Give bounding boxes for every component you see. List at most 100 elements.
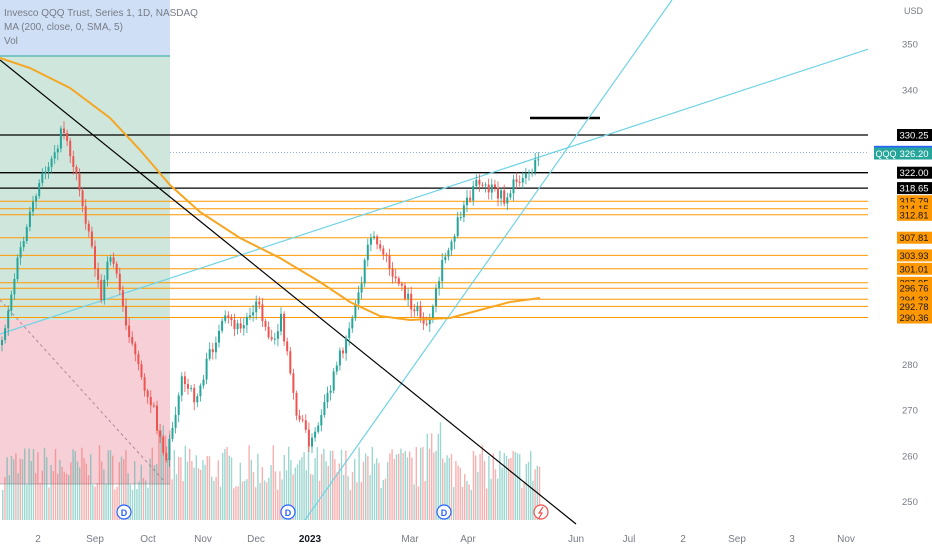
candle-body[interactable] <box>283 313 286 342</box>
candle-body[interactable] <box>506 197 509 204</box>
candle-body[interactable] <box>156 405 158 431</box>
candle-body[interactable] <box>180 376 183 396</box>
price-tag-1[interactable] <box>897 166 932 179</box>
candle-body[interactable] <box>410 293 413 310</box>
candle-body[interactable] <box>528 172 530 174</box>
candle-body[interactable] <box>224 315 227 321</box>
candle-body[interactable] <box>459 217 462 219</box>
candle-body[interactable] <box>329 390 332 393</box>
candle-body[interactable] <box>78 174 81 191</box>
candle-body[interactable] <box>435 288 437 307</box>
candle-body[interactable] <box>478 179 481 185</box>
candle-body[interactable] <box>121 290 124 307</box>
candle-body[interactable] <box>307 429 310 447</box>
candle-body[interactable] <box>255 301 258 313</box>
candle-body[interactable] <box>134 343 137 355</box>
candle-body[interactable] <box>109 257 112 262</box>
dividend-marker[interactable] <box>436 504 452 520</box>
price-tag-5[interactable] <box>897 208 932 221</box>
candle-body[interactable] <box>267 326 270 338</box>
candle-body[interactable] <box>481 184 484 186</box>
candle-body[interactable] <box>469 197 472 201</box>
candle-body[interactable] <box>289 351 292 374</box>
candle-body[interactable] <box>301 419 304 421</box>
candle-body[interactable] <box>413 309 416 312</box>
dividend-marker[interactable] <box>116 504 132 520</box>
candle-body[interactable] <box>512 179 515 194</box>
candle-body[interactable] <box>193 387 196 403</box>
candle-body[interactable] <box>128 325 131 338</box>
candle-body[interactable] <box>87 223 90 232</box>
earnings-marker[interactable] <box>533 504 549 520</box>
candle-body[interactable] <box>311 437 313 447</box>
candle-body[interactable] <box>84 206 87 224</box>
candle-body[interactable] <box>518 181 521 183</box>
candle-body[interactable] <box>41 172 44 183</box>
candle-body[interactable] <box>317 425 320 432</box>
candle-body[interactable] <box>53 152 56 159</box>
candle-body[interactable] <box>345 338 348 354</box>
candle-body[interactable] <box>214 342 217 353</box>
candle-body[interactable] <box>391 268 394 277</box>
candle-body[interactable] <box>385 254 388 256</box>
candle-body[interactable] <box>286 341 289 352</box>
candle-body[interactable] <box>205 358 208 380</box>
candle-body[interactable] <box>10 294 13 311</box>
candle-body[interactable] <box>379 244 382 249</box>
candle-body[interactable] <box>376 236 379 245</box>
descending-trendline[interactable] <box>0 59 577 525</box>
candle-body[interactable] <box>38 183 41 197</box>
price-axis[interactable] <box>868 0 932 550</box>
candle-body[interactable] <box>239 323 242 329</box>
candle-body[interactable] <box>500 190 503 199</box>
candle-body[interactable] <box>521 178 524 183</box>
candle-body[interactable] <box>342 350 344 354</box>
candle-body[interactable] <box>22 241 25 248</box>
candle-body[interactable] <box>94 246 96 269</box>
candle-body[interactable] <box>264 320 267 327</box>
candle-body[interactable] <box>47 167 50 172</box>
candle-body[interactable] <box>487 184 490 193</box>
candle-body[interactable] <box>13 279 16 295</box>
candle-body[interactable] <box>227 315 230 318</box>
candle-body[interactable] <box>373 236 375 238</box>
candle-body[interactable] <box>221 320 224 331</box>
candle-body[interactable] <box>354 303 357 319</box>
candle-body[interactable] <box>276 331 279 339</box>
candle-body[interactable] <box>332 371 335 391</box>
candle-body[interactable] <box>168 438 171 460</box>
candle-body[interactable] <box>66 133 69 141</box>
candle-body[interactable] <box>270 337 273 340</box>
candle-body[interactable] <box>493 184 496 188</box>
candle-body[interactable] <box>81 190 84 207</box>
candle-body[interactable] <box>447 250 450 257</box>
candle-body[interactable] <box>35 196 38 202</box>
candle-body[interactable] <box>236 323 239 330</box>
candle-body[interactable] <box>4 328 7 340</box>
candle-body[interactable] <box>320 415 323 426</box>
candle-body[interactable] <box>159 430 162 437</box>
candle-body[interactable] <box>472 186 475 201</box>
price-tag-7[interactable] <box>897 249 932 262</box>
candle-body[interactable] <box>97 269 100 280</box>
candle-body[interactable] <box>152 405 155 407</box>
candle-body[interactable] <box>177 395 180 415</box>
candle-body[interactable] <box>338 350 341 366</box>
candle-body[interactable] <box>261 304 264 321</box>
candle-body[interactable] <box>304 420 307 430</box>
candle-body[interactable] <box>69 140 72 157</box>
candle-body[interactable] <box>140 364 143 378</box>
candle-body[interactable] <box>252 312 255 316</box>
candle-body[interactable] <box>208 349 211 359</box>
candle-body[interactable] <box>422 317 425 324</box>
candle-body[interactable] <box>335 365 338 372</box>
candle-body[interactable] <box>218 330 220 343</box>
candle-body[interactable] <box>323 402 326 416</box>
candle-body[interactable] <box>462 205 465 218</box>
candle-body[interactable] <box>503 190 506 204</box>
candle-body[interactable] <box>118 273 121 291</box>
candle-body[interactable] <box>149 397 152 406</box>
candle-body[interactable] <box>444 256 447 261</box>
candle-body[interactable] <box>146 390 149 397</box>
candle-body[interactable] <box>56 148 59 153</box>
